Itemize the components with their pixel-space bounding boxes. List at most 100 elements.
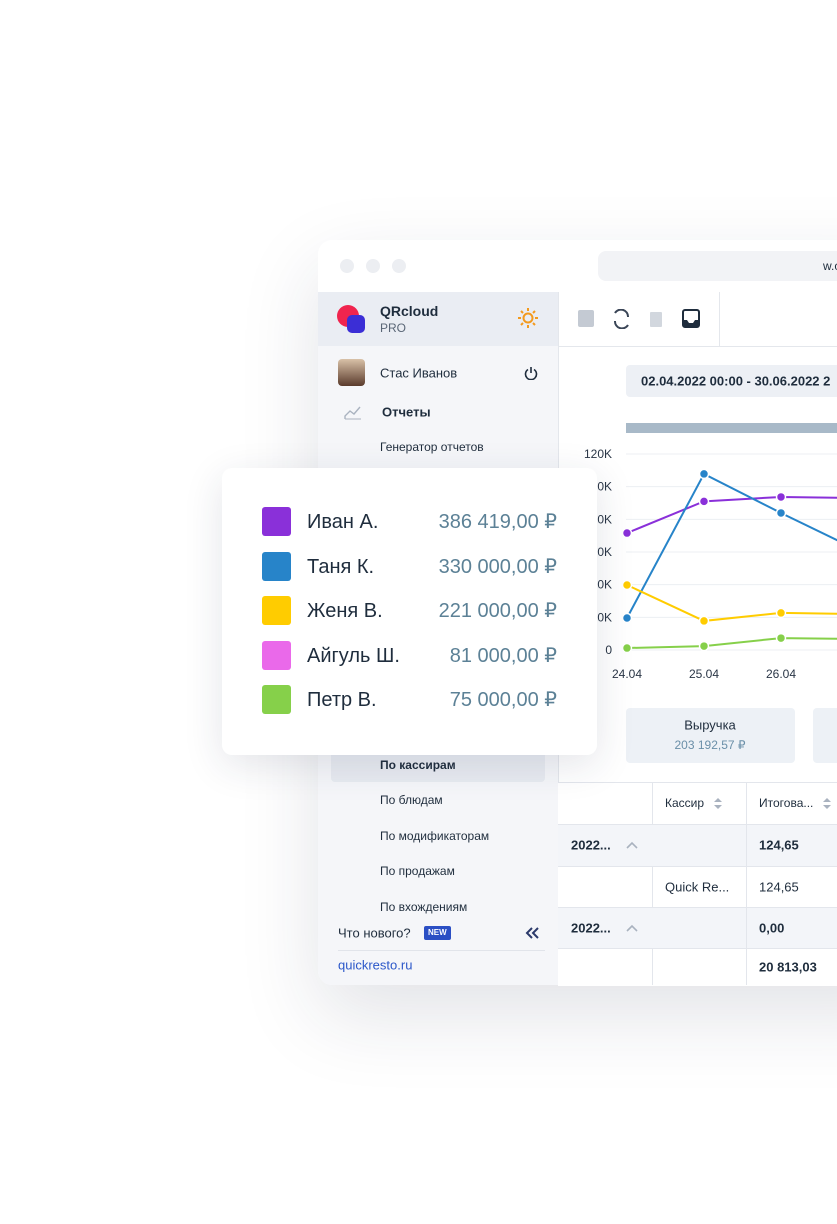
data-point	[698, 640, 710, 652]
legend-name: Иван А.	[307, 511, 379, 533]
table-divider	[746, 948, 747, 985]
legend-swatch	[262, 507, 291, 536]
table-cell: 124,65	[759, 879, 799, 894]
legend-swatch	[262, 641, 291, 670]
table-row	[558, 866, 837, 908]
data-point	[775, 632, 787, 644]
data-point	[621, 642, 633, 654]
summary-label: Выручка	[684, 717, 736, 733]
data-point	[698, 468, 710, 480]
toolbar-separator	[719, 292, 720, 346]
x-tick-label: 26.04	[766, 667, 796, 681]
address-text: w.c	[823, 259, 837, 273]
table-divider	[652, 866, 653, 907]
y-tick-label: 120K	[584, 447, 612, 461]
table-divider	[746, 907, 747, 948]
date-pill[interactable]	[626, 365, 837, 397]
table-row	[558, 824, 837, 867]
menu-item-active	[331, 750, 545, 782]
collapse-chevron[interactable]	[626, 841, 638, 849]
series-line	[626, 637, 837, 650]
whats-new[interactable]: Что нового?	[338, 925, 411, 941]
summary-card	[626, 708, 795, 763]
table-cell: 20 813,03	[759, 959, 817, 974]
menu-item[interactable]: По вхождениям	[380, 900, 468, 914]
legend-name: Таня К.	[307, 556, 375, 578]
table-row	[558, 782, 837, 825]
window-dot	[392, 259, 406, 273]
table-row	[558, 907, 837, 949]
x-tick-label: 25.04	[689, 667, 719, 681]
collapse-icon[interactable]	[525, 926, 539, 940]
window-dot	[340, 259, 354, 273]
refresh-icon[interactable]	[614, 309, 629, 329]
table-divider	[746, 866, 747, 907]
table-cell: 2022...	[571, 920, 611, 935]
reports-icon	[344, 406, 361, 420]
menu-item[interactable]: Генератор отчетов	[380, 440, 484, 454]
legend-name: Петр В.	[307, 689, 377, 711]
data-point	[698, 496, 710, 507]
brand: QRcloud	[380, 303, 439, 319]
copy-icon[interactable]	[650, 312, 662, 327]
range-bar	[626, 423, 837, 433]
legend-swatch	[262, 552, 291, 581]
collapse-chevron[interactable]	[626, 924, 638, 932]
save-icon[interactable]	[578, 310, 594, 327]
theme-icon[interactable]	[518, 308, 538, 328]
table-divider	[652, 782, 653, 824]
column-header: Кассир	[665, 796, 705, 810]
toolbar	[559, 292, 837, 347]
table-cell: 124,65	[759, 837, 799, 853]
legend-total: 386 419,00 ₽	[438, 511, 557, 533]
series-line	[626, 584, 837, 622]
table-row	[558, 948, 837, 986]
legend-total: 75 000,00 ₽	[449, 689, 557, 711]
plan: PRO	[380, 321, 407, 335]
legend-swatch	[262, 596, 291, 625]
menu-item[interactable]: По продажам	[380, 864, 455, 878]
legend-swatch	[262, 685, 291, 714]
table-divider	[746, 782, 747, 824]
series-line	[626, 495, 837, 534]
user-name: Стас Иванов	[380, 365, 458, 381]
site-link[interactable]: quickresto.ru	[338, 957, 413, 973]
data-point	[621, 579, 633, 591]
sort-icon[interactable]	[823, 798, 831, 809]
legend-total: 81 000,00 ₽	[449, 645, 557, 667]
logo-mark	[347, 315, 365, 333]
table-cell: Quick Re...	[665, 879, 730, 894]
power-icon[interactable]	[524, 366, 538, 380]
data-point	[621, 612, 633, 624]
date-range: 02.04.2022 00:00 - 30.06.2022 2	[641, 373, 831, 389]
data-point	[775, 507, 787, 519]
menu-item[interactable]: По блюдам	[380, 793, 443, 807]
table-cell: 0,00	[759, 920, 785, 935]
summary-value: 203 192,57 ₽	[674, 738, 746, 752]
section-title: Отчеты	[382, 404, 431, 420]
avatar	[338, 359, 365, 386]
data-point	[698, 615, 710, 627]
table-divider	[746, 824, 747, 866]
legend-name: Айгуль Ш.	[307, 645, 400, 667]
menu-item[interactable]: По кассирам	[380, 758, 456, 772]
series-line	[626, 472, 837, 619]
data-point	[621, 527, 633, 539]
legend-name: Женя В.	[307, 600, 383, 622]
menu-item[interactable]: По модификаторам	[380, 829, 490, 843]
legend-total: 330 000,00 ₽	[438, 556, 557, 578]
sort-icon[interactable]	[714, 798, 722, 809]
divider	[338, 950, 545, 951]
legend-total: 221 000,00 ₽	[438, 600, 557, 622]
summary-card	[813, 708, 837, 763]
window-dot	[366, 259, 380, 273]
y-tick-label: 0	[605, 643, 612, 657]
table-divider	[652, 948, 653, 985]
toolbar-icons	[578, 309, 700, 329]
address-bar[interactable]	[598, 251, 837, 281]
new-badge: NEW	[424, 926, 451, 940]
data-point	[775, 607, 787, 619]
table-cell: 2022...	[571, 837, 611, 853]
